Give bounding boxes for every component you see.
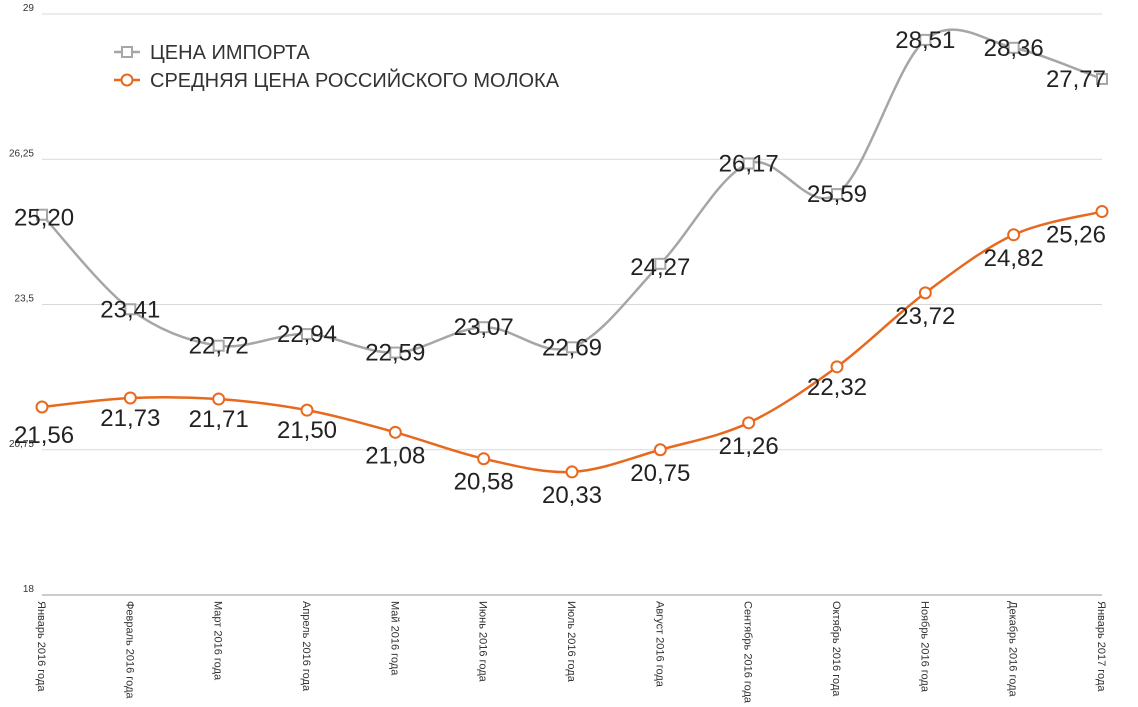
y-axis-ticks: 18 20,75 23,5 26,25 29 [9, 3, 34, 595]
data-label: 28,51 [895, 27, 955, 54]
russian-milk-price-marker [477, 452, 491, 466]
data-label: 24,82 [984, 245, 1044, 272]
data-label: 21,73 [100, 405, 160, 432]
data-label: 22,69 [542, 334, 602, 361]
import-price-marker [831, 188, 843, 201]
russian-milk-price-marker [830, 360, 844, 374]
import-price-marker [124, 303, 137, 316]
x-tick-label: Январь 2017 года [1095, 601, 1107, 692]
x-tick-label: Апрель 2016 года [300, 601, 312, 692]
y-tick-label: 20,75 [9, 439, 34, 450]
y-tick-label: 26,25 [9, 148, 34, 159]
import-price-marker [301, 328, 313, 341]
import-price-marker [389, 346, 402, 359]
legend-label: ЦЕНА ИМПОРТА [150, 42, 310, 64]
gridlines [42, 13, 1102, 596]
russian-milk-price-marker [212, 392, 226, 406]
data-label: 28,36 [984, 35, 1044, 62]
data-label: 20,33 [542, 482, 602, 509]
legend-circle-icon [120, 73, 134, 87]
data-label: 21,71 [189, 406, 249, 433]
x-axis-ticks: Январь 2016 года Февраль 2016 года Март 20… [35, 601, 1107, 704]
data-label: 25,26 [1046, 222, 1106, 249]
data-labels: 25,20 23,41 22,72 22,94 22,59 23,07 22,69 24,27… [14, 27, 1106, 509]
x-tick-label: Июль 2016 года [565, 601, 577, 683]
russian-milk-price-marker [1007, 228, 1021, 242]
russian-milk-price-marker [565, 465, 579, 479]
russian-milk-price-marker [653, 443, 667, 457]
import-price-marker [566, 341, 578, 354]
data-label: 20,75 [630, 460, 690, 487]
data-label: 25,59 [807, 181, 867, 208]
data-label: 21,26 [719, 433, 779, 460]
x-tick-label: Февраль 2016 года [123, 601, 135, 699]
data-label: 21,08 [365, 442, 425, 469]
import-price-marker [1096, 72, 1108, 85]
legend-square-icon [121, 46, 133, 58]
import-price-marker [919, 33, 932, 46]
data-label: 22,72 [189, 333, 249, 360]
import-price-marker [36, 208, 48, 221]
x-tick-label: Январь 2016 года [35, 601, 47, 692]
russian-milk-price-marker [35, 400, 49, 414]
data-label: 21,56 [14, 422, 74, 449]
x-tick-label: Сентябрь 2016 года [742, 601, 754, 704]
data-label: 26,17 [719, 150, 779, 177]
import-price-marker [1007, 41, 1020, 54]
data-label: 22,32 [807, 374, 867, 401]
russian-milk-price-marker [300, 403, 314, 417]
data-label: 22,59 [365, 340, 425, 367]
russian-milk-price-marker [742, 416, 756, 430]
data-label: 23,07 [454, 314, 514, 341]
legend-label: СРЕДНЯЯ ЦЕНА РОССИЙСКОГО МОЛОКА [150, 68, 560, 92]
data-label: 25,20 [14, 205, 74, 232]
y-tick-label: 18 [23, 584, 35, 595]
x-tick-label: Декабрь 2016 года [1007, 601, 1019, 698]
data-label: 23,41 [100, 296, 160, 323]
x-tick-label: Март 2016 года [212, 601, 224, 681]
data-label: 22,94 [277, 321, 337, 348]
russian-milk-price-marker [123, 391, 137, 405]
data-label: 20,58 [454, 469, 514, 496]
import-price-marker [742, 157, 755, 170]
x-tick-label: Июнь 2016 года [477, 601, 489, 683]
x-tick-label: Август 2016 года [653, 601, 665, 688]
x-tick-label: Ноябрь 2016 года [918, 601, 930, 693]
russian-milk-price-marker [388, 425, 402, 439]
series-lines [35, 28, 1109, 479]
import-price-marker [654, 257, 667, 270]
y-tick-label: 29 [23, 3, 35, 14]
russian-milk-price-marker [918, 286, 932, 300]
import-price-marker [477, 321, 490, 334]
data-label: 24,27 [630, 254, 690, 281]
x-tick-label: Октябрь 2016 года [830, 601, 842, 697]
legend: ЦЕНА ИМПОРТА СРЕДНЯЯ ЦЕНА РОССИЙСКОГО МОЛ… [114, 42, 560, 92]
data-label: 23,72 [895, 303, 955, 330]
data-label: 27,77 [1046, 66, 1106, 93]
import-price-marker [212, 339, 225, 352]
x-tick-label: Май 2016 года [388, 601, 400, 676]
russian-milk-price-marker [1095, 205, 1109, 219]
data-label: 21,50 [277, 417, 337, 444]
y-tick-label: 23,5 [15, 294, 35, 305]
